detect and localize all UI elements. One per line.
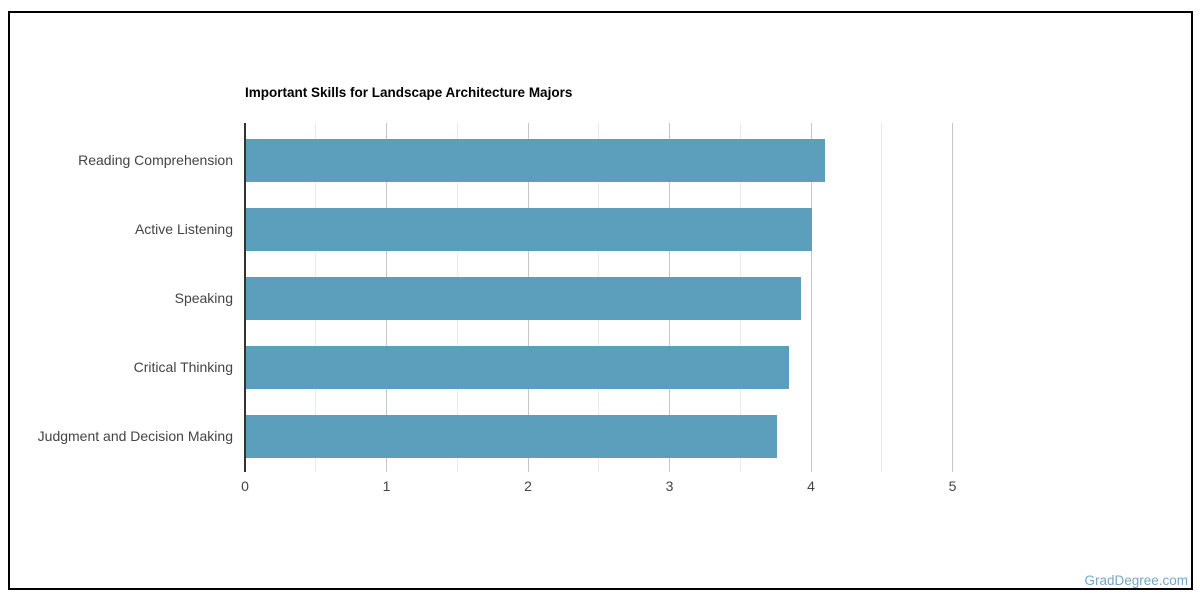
y-axis-category-label: Speaking	[174, 290, 233, 306]
x-axis-tick-label: 1	[382, 478, 391, 494]
y-axis-category-label: Critical Thinking	[133, 359, 233, 375]
gridline-minor	[881, 123, 883, 472]
gridline-major	[952, 123, 953, 472]
bar	[246, 139, 825, 182]
x-axis-tick-label: 3	[665, 478, 674, 494]
bar	[246, 415, 777, 458]
x-axis-tick-label: 5	[948, 478, 957, 494]
y-axis-category-label: Active Listening	[134, 221, 233, 237]
gridline-major	[810, 123, 812, 472]
y-axis-category-label: Judgment and Decision Making	[37, 428, 233, 444]
x-axis-tick-label: 4	[807, 478, 815, 494]
chart-title: Important Skills for Landscape Architect…	[245, 85, 573, 100]
bar	[246, 208, 812, 251]
y-axis-category-label: Reading Comprehension	[78, 152, 233, 168]
watermark-text: GradDegree.com	[1084, 573, 1188, 588]
x-axis-tick-label: 2	[524, 478, 532, 494]
bar	[246, 346, 790, 389]
y-axis-line	[244, 123, 246, 472]
x-axis-tick-label: 0	[241, 478, 249, 494]
bar	[246, 277, 801, 320]
